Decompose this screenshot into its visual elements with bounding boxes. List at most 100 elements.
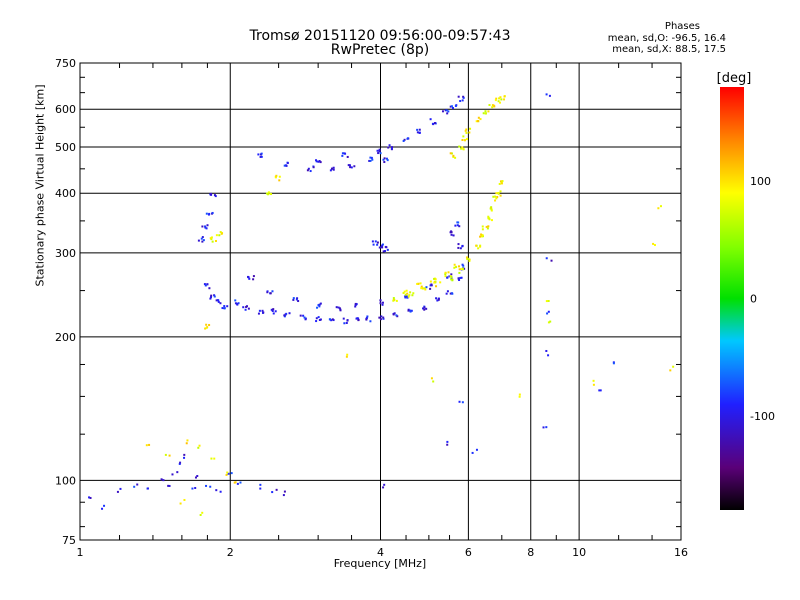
o-mode-point <box>404 295 407 298</box>
o-mode-point <box>448 275 451 278</box>
x-mode-point <box>274 176 277 179</box>
o-mode-point <box>444 109 447 112</box>
o-mode-point <box>350 166 353 169</box>
o-mode-point <box>457 221 460 224</box>
o-mode-point <box>271 290 274 293</box>
o-mode-point <box>384 250 387 253</box>
o-mode-point <box>371 240 374 243</box>
colorbar-ticks: 100 0 -100 <box>750 175 775 423</box>
x-mode-point <box>592 383 595 386</box>
x-mode-point <box>547 299 550 302</box>
o-mode-point <box>259 155 262 158</box>
x-mode-point <box>491 106 494 109</box>
o-mode-point <box>542 426 545 429</box>
o-mode-point <box>456 224 459 227</box>
o-mode-point <box>208 287 211 290</box>
o-mode-point <box>242 306 245 309</box>
o-mode-point <box>378 316 381 319</box>
x-mode-point <box>481 235 484 238</box>
x-mode-point <box>392 297 395 300</box>
x-mode-point <box>269 192 272 195</box>
x-mode-point <box>488 218 491 221</box>
x-mode-point <box>479 244 482 247</box>
o-mode-point <box>371 158 374 161</box>
y-tick-label: 500 <box>55 141 76 154</box>
o-mode-point <box>201 240 204 243</box>
o-mode-point <box>406 137 409 140</box>
o-mode-point <box>348 164 351 167</box>
o-mode-point <box>288 312 291 315</box>
o-mode-point <box>395 314 398 317</box>
o-mode-point <box>436 299 439 302</box>
o-mode-point <box>282 494 285 497</box>
o-mode-point <box>423 306 426 309</box>
o-mode-point <box>236 482 239 485</box>
o-mode-point <box>406 296 409 299</box>
x-mode-point <box>484 112 487 115</box>
o-mode-point <box>204 225 207 228</box>
x-mode-point <box>489 207 492 210</box>
x-mode-point <box>278 175 281 178</box>
o-mode-point <box>344 152 347 155</box>
o-mode-point <box>171 473 174 476</box>
y-tick-label: 300 <box>55 247 76 260</box>
o-mode-point <box>239 481 242 484</box>
o-mode-point <box>315 317 318 320</box>
x-mode-point <box>402 291 405 294</box>
x-mode-point <box>659 205 662 208</box>
o-mode-point <box>252 275 255 278</box>
x-mode-point <box>462 147 465 150</box>
o-mode-point <box>341 154 344 157</box>
o-mode-point <box>297 300 300 303</box>
x-mode-point <box>479 245 482 248</box>
x-mode-point <box>468 258 471 261</box>
o-mode-point <box>446 440 449 443</box>
x-mode-point <box>499 96 502 99</box>
x-mode-point <box>495 197 498 200</box>
x-mode-point <box>477 116 480 119</box>
x-mode-point <box>185 442 188 445</box>
x-mode-point <box>458 145 461 148</box>
o-mode-point <box>462 95 465 98</box>
x-mode-point <box>407 295 410 298</box>
o-mode-point <box>178 462 181 465</box>
o-mode-point <box>416 128 419 131</box>
x-mode-point <box>179 502 182 505</box>
o-mode-point <box>316 306 319 309</box>
x-mode-point <box>479 118 482 121</box>
o-mode-point <box>409 310 412 313</box>
o-mode-point <box>302 314 305 317</box>
o-mode-point <box>203 283 206 286</box>
o-mode-point <box>227 472 230 475</box>
o-mode-point <box>369 156 372 159</box>
x-mode-point <box>499 180 502 183</box>
o-mode-point <box>343 322 346 325</box>
o-mode-point <box>204 284 207 287</box>
y-tick-label: 100 <box>55 474 76 487</box>
o-mode-point <box>270 308 273 311</box>
o-mode-point <box>271 310 274 313</box>
o-mode-point <box>219 302 222 305</box>
o-mode-point <box>546 312 549 315</box>
o-mode-point <box>450 273 453 276</box>
x-mode-point <box>475 244 478 247</box>
o-mode-point <box>146 487 149 490</box>
o-mode-point <box>237 302 240 305</box>
o-mode-point <box>379 318 382 321</box>
x-mode-point <box>453 266 456 269</box>
o-mode-point <box>446 276 449 279</box>
o-mode-point <box>332 166 335 169</box>
x-mode-point <box>482 112 485 115</box>
o-mode-point <box>461 99 464 102</box>
o-mode-point <box>335 306 338 309</box>
o-mode-point <box>377 152 380 155</box>
x-mode-point <box>267 191 270 194</box>
x-mode-point <box>201 511 204 514</box>
o-mode-point <box>338 307 341 310</box>
y-tick-label: 400 <box>55 187 76 200</box>
colorbar-tick-label: 100 <box>750 175 771 188</box>
x-mode-point <box>204 327 207 330</box>
x-mode-point <box>447 271 450 274</box>
o-mode-point <box>383 161 386 164</box>
o-mode-point <box>612 362 615 365</box>
